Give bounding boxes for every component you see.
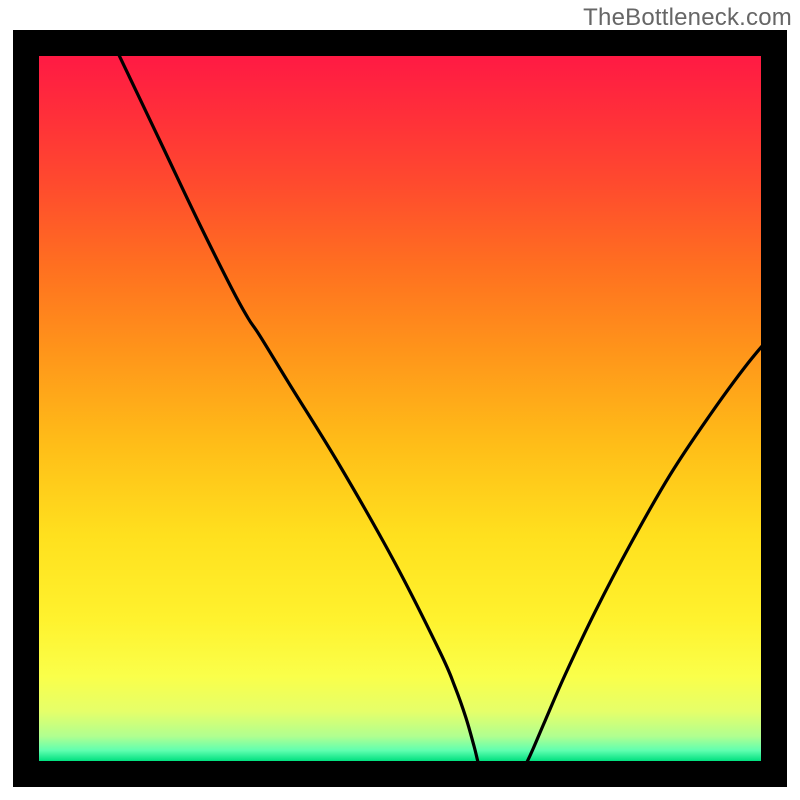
watermark-text: TheBottleneck.com: [583, 4, 792, 32]
chart-container: TheBottleneck.com: [0, 0, 800, 800]
bottleneck-chart: [0, 0, 800, 800]
plot-background: [39, 56, 761, 761]
